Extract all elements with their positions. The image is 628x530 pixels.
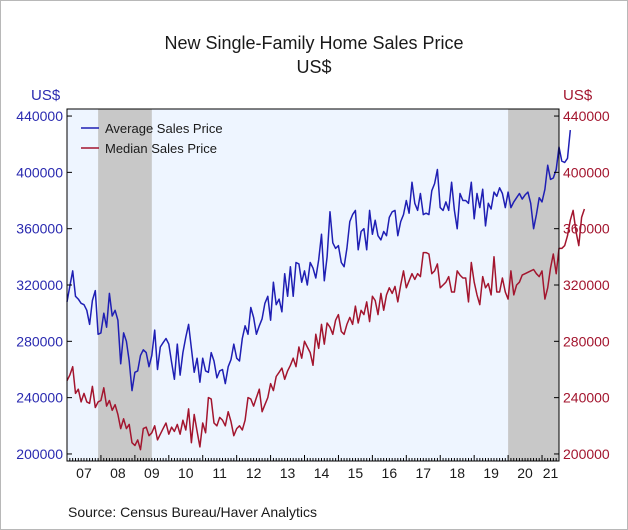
y-tick-label-left: 240000 bbox=[16, 390, 63, 406]
x-tick-label: 13 bbox=[280, 465, 296, 481]
x-tick-label: 17 bbox=[415, 465, 431, 481]
legend-label-median: Median Sales Price bbox=[105, 141, 217, 156]
axes: 200000 200000 240000 240000 280000 280000 3200… bbox=[16, 108, 610, 481]
median-sales-price-line bbox=[66, 208, 586, 451]
x-tick-label: 09 bbox=[144, 465, 160, 481]
y-tick-label-right: 200000 bbox=[563, 446, 610, 462]
average-sales-price-line bbox=[66, 130, 572, 392]
source-note: Source: Census Bureau/Haver Analytics bbox=[68, 504, 317, 520]
y-tick-label-left: 320000 bbox=[16, 277, 63, 293]
right-axis-unit: US$ bbox=[563, 87, 593, 104]
y-tick-label-right: 320000 bbox=[563, 277, 610, 293]
y-tick-label-right: 400000 bbox=[563, 164, 610, 180]
y-tick-label-right: 360000 bbox=[563, 221, 610, 237]
x-tick-label: 14 bbox=[314, 465, 330, 481]
y-tick-label-left: 360000 bbox=[16, 221, 63, 237]
y-tick-label-left: 280000 bbox=[16, 333, 63, 349]
x-tick-label: 08 bbox=[110, 465, 126, 481]
y-tick-label-left: 440000 bbox=[16, 108, 63, 124]
legend: Average Sales Price Median Sales Price bbox=[81, 121, 223, 156]
left-axis-unit: US$ bbox=[31, 87, 61, 104]
y-tick-label-right: 280000 bbox=[563, 333, 610, 349]
recession-bands bbox=[98, 109, 559, 461]
y-tick-label-left: 200000 bbox=[16, 446, 63, 462]
x-tick-label: 18 bbox=[449, 465, 465, 481]
legend-label-average: Average Sales Price bbox=[105, 121, 223, 136]
x-tick-label: 11 bbox=[212, 465, 227, 481]
x-tick-label: 16 bbox=[382, 465, 398, 481]
x-tick-label: 20 bbox=[517, 465, 533, 481]
x-tick-label: 10 bbox=[178, 465, 194, 481]
x-tick-label: 19 bbox=[483, 465, 499, 481]
x-tick-label: 12 bbox=[246, 465, 262, 481]
x-tick-label: 07 bbox=[76, 465, 92, 481]
series-lines bbox=[66, 130, 586, 451]
y-tick-label-left: 400000 bbox=[16, 164, 63, 180]
y-tick-label-right: 440000 bbox=[563, 108, 610, 124]
x-tick-label: 15 bbox=[348, 465, 364, 481]
recession-band-2 bbox=[508, 109, 559, 461]
chart-title: New Single-Family Home Sales Price bbox=[164, 33, 463, 53]
x-tick-label: 21 bbox=[543, 465, 559, 481]
y-tick-label-right: 240000 bbox=[563, 390, 610, 406]
recession-band-1 bbox=[98, 109, 152, 461]
chart-subtitle: US$ bbox=[296, 57, 331, 77]
